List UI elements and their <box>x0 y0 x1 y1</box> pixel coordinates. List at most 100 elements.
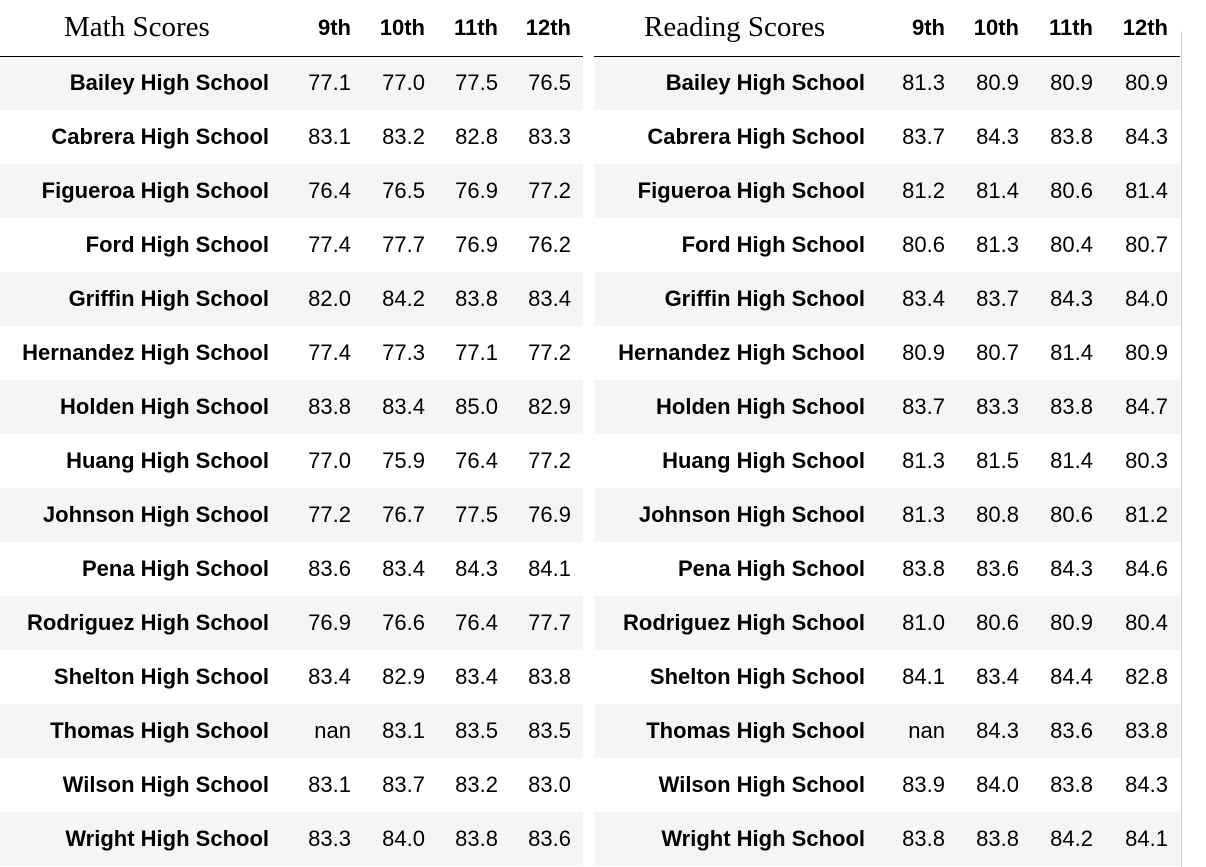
table-row: Griffin High School 83.4 83.7 84.3 84.0 <box>594 272 1180 326</box>
score-cell: 83.7 <box>902 394 945 419</box>
score-cell: 83.6 <box>1050 718 1093 743</box>
score-cell: 82.8 <box>1125 664 1168 689</box>
score-cell: 81.0 <box>902 610 945 635</box>
table-row: Holden High School 83.8 83.4 85.0 82.9 <box>0 380 583 434</box>
score-cell: 77.3 <box>382 340 425 365</box>
score-cell: 80.6 <box>902 232 945 257</box>
score-cell: 83.5 <box>455 718 498 743</box>
score-cell: 76.9 <box>455 178 498 203</box>
school-name-cell: Wilson High School <box>62 772 269 797</box>
score-cell: 83.5 <box>528 718 571 743</box>
table-row: Pena High School 83.8 83.6 84.3 84.6 <box>594 542 1180 596</box>
score-cell: 83.4 <box>382 394 425 419</box>
reading-scores-table: Reading Scores 9th 10th 11th 12th Bailey… <box>594 0 1180 866</box>
output-scroll-divider <box>1181 31 1182 867</box>
score-cell: 83.4 <box>902 286 945 311</box>
score-cell: 84.3 <box>455 556 498 581</box>
score-cell: 76.9 <box>528 502 571 527</box>
score-cell: 75.9 <box>382 448 425 473</box>
score-cell: 85.0 <box>455 394 498 419</box>
score-cell: 80.7 <box>1125 232 1168 257</box>
score-cell: 80.9 <box>1050 610 1093 635</box>
score-cell: 83.4 <box>528 286 571 311</box>
score-cell: 80.9 <box>1125 340 1168 365</box>
table-row: Cabrera High School 83.1 83.2 82.8 83.3 <box>0 110 583 164</box>
score-cell: 80.7 <box>976 340 1019 365</box>
table-caption: Math Scores <box>0 0 291 57</box>
score-cell: 80.6 <box>976 610 1019 635</box>
table-row: Holden High School 83.7 83.3 83.8 84.7 <box>594 380 1180 434</box>
table-row: Cabrera High School 83.7 84.3 83.8 84.3 <box>594 110 1180 164</box>
math-scores-table: Math Scores 9th 10th 11th 12th Bailey Hi… <box>0 0 583 866</box>
score-cell: 83.8 <box>902 826 945 851</box>
score-cell: 81.4 <box>976 178 1019 203</box>
score-cell: 83.8 <box>308 394 351 419</box>
score-cell: 77.5 <box>455 70 498 96</box>
school-name-cell: Cabrera High School <box>51 124 269 149</box>
school-name-cell: Pena High School <box>81 556 269 581</box>
table-caption: Reading Scores <box>594 0 887 57</box>
score-cell: 83.1 <box>308 124 351 149</box>
header-row: Math Scores 9th 10th 11th 12th <box>0 0 583 57</box>
score-cell: 76.5 <box>382 178 425 203</box>
score-cell: 81.4 <box>1125 178 1168 203</box>
score-cell: 77.5 <box>455 502 498 527</box>
score-cell: 76.9 <box>455 232 498 257</box>
score-cell: 80.8 <box>976 502 1019 527</box>
school-name-cell: Thomas High School <box>646 718 865 743</box>
score-cell: 83.1 <box>382 718 425 743</box>
math-scores-table-panel: Math Scores 9th 10th 11th 12th Bailey Hi… <box>0 0 583 866</box>
score-cell: 80.3 <box>1125 448 1168 473</box>
school-name-cell: Johnson High School <box>42 502 269 527</box>
score-cell: 77.2 <box>528 448 571 473</box>
score-cell: 83.8 <box>1050 772 1093 797</box>
score-cell: 83.7 <box>382 772 425 797</box>
school-name-cell: Rodriguez High School <box>623 610 865 635</box>
table-row: Shelton High School 84.1 83.4 84.4 82.8 <box>594 650 1180 704</box>
score-cell: 83.8 <box>1125 718 1168 743</box>
score-cell: 81.2 <box>1125 502 1168 527</box>
school-name-cell: Holden High School <box>656 394 865 419</box>
table-row: Hernandez High School 77.4 77.3 77.1 77.2 <box>0 326 583 380</box>
school-name-cell: Thomas High School <box>50 718 269 743</box>
score-cell: 83.9 <box>902 772 945 797</box>
score-cell: 84.3 <box>976 718 1019 743</box>
score-cell: 77.0 <box>308 448 351 473</box>
table-row: Wilson High School 83.9 84.0 83.8 84.3 <box>594 758 1180 812</box>
score-cell: 77.4 <box>308 232 351 257</box>
table-row: Figueroa High School 81.2 81.4 80.6 81.4 <box>594 164 1180 218</box>
school-name-cell: Wright High School <box>65 826 269 851</box>
header-row: Reading Scores 9th 10th 11th 12th <box>594 0 1180 57</box>
score-cell: 84.2 <box>382 286 425 311</box>
score-cell: 80.6 <box>1050 502 1093 527</box>
school-name-cell: Wilson High School <box>658 772 865 797</box>
column-header: 10th <box>957 0 1031 57</box>
score-cell: 83.3 <box>976 394 1019 419</box>
score-cell: nan <box>314 718 351 743</box>
table-row: Figueroa High School 76.4 76.5 76.9 77.2 <box>0 164 583 218</box>
school-name-cell: Cabrera High School <box>647 124 865 149</box>
score-cell: 76.4 <box>455 448 498 473</box>
score-cell: 84.2 <box>1050 826 1093 851</box>
table-row: Griffin High School 82.0 84.2 83.8 83.4 <box>0 272 583 326</box>
score-cell: 83.8 <box>976 826 1019 851</box>
table-row: Ford High School 77.4 77.7 76.9 76.2 <box>0 218 583 272</box>
school-name-cell: Ford High School <box>85 232 269 257</box>
score-cell: 84.3 <box>1125 124 1168 149</box>
school-name-cell: Ford High School <box>681 232 865 257</box>
score-cell: 81.4 <box>1050 448 1093 473</box>
score-cell: 83.8 <box>902 556 945 581</box>
score-cell: 77.2 <box>528 178 571 203</box>
score-cell: 77.1 <box>308 70 351 96</box>
school-name-cell: Pena High School <box>677 556 865 581</box>
score-cell: 81.3 <box>902 448 945 473</box>
score-cell: 83.4 <box>308 664 351 689</box>
score-cell: 83.8 <box>455 826 498 851</box>
school-name-cell: Rodriguez High School <box>27 610 269 635</box>
score-cell: 82.9 <box>528 394 571 419</box>
school-name-cell: Holden High School <box>60 394 269 419</box>
school-name-cell: Huang High School <box>66 448 269 473</box>
school-name-cell: Hernandez High School <box>22 340 269 365</box>
score-cell: 84.7 <box>1125 394 1168 419</box>
score-cell: 81.3 <box>976 232 1019 257</box>
